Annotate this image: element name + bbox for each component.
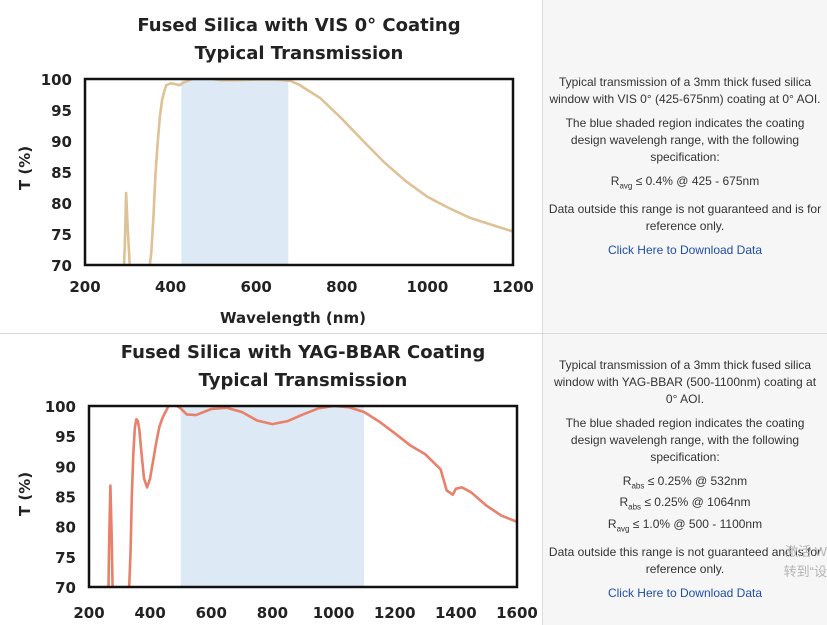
chart-title: Fused Silica with YAG-BBAR Coating [121,342,486,363]
description: Typical transmission of a 3mm thick fuse… [553,357,817,406]
x-tick-label: 1200 [374,604,416,622]
spec-line: Rabs ≤ 0.25% @ 532nm [622,473,748,491]
spec-list: Ravg ≤ 0.4% @ 425 - 675nm [611,173,759,194]
info-panel-vis: Typical transmission of a 3mm thick fuse… [542,0,827,333]
activation-watermark: 激活 W 转到“设 [783,544,827,579]
spec-line: Ravg ≤ 0.4% @ 425 - 675nm [610,173,760,191]
x-tick-label: 1200 [492,278,534,296]
y-tick-label: 100 [45,398,76,416]
y-tick-label: 75 [55,549,76,567]
x-tick-label: 400 [134,604,165,622]
x-tick-label: 1400 [435,604,477,622]
chart-row-vis: Fused Silica with VIS 0° Coating Typical… [0,0,827,333]
x-tick-label: 800 [326,278,357,296]
transmission-series-line [107,406,517,587]
plot-frame [87,404,519,589]
design-range-shading [181,79,289,265]
chart-cell-vis: Fused Silica with VIS 0° Coating Typical… [0,0,542,333]
chart-row-yag: Fused Silica with YAG-BBAR Coating Typic… [0,333,827,625]
x-tick-label: 600 [241,278,272,296]
x-axis-label: Wavelength (nm) [220,309,366,327]
design-range-shading [180,406,365,587]
y-tick-label: 70 [51,257,72,275]
y-tick-label: 70 [55,579,76,597]
y-tick-label: 95 [55,428,76,446]
spec-line: Ravg ≤ 1.0% @ 500 - 1100nm [607,516,763,534]
y-tick-label: 95 [51,102,72,120]
y-tick-label: 90 [55,458,76,476]
info-panel-yag: Typical transmission of a 3mm thick fuse… [542,334,827,625]
chart-subtitle: Typical Transmission [199,370,408,391]
x-tick-label: 1600 [496,604,538,622]
download-data-link[interactable]: Click Here to Download Data [607,243,763,258]
shading-note: The blue shaded region indicates the coa… [565,415,805,464]
y-tick-label: 85 [55,489,76,507]
y-tick-label: 85 [51,164,72,182]
chart-subtitle: Typical Transmission [195,43,404,64]
x-tick-label: 400 [155,278,186,296]
y-tick-label: 90 [51,133,72,151]
x-tick-label: 800 [257,604,288,622]
x-tick-label: 1000 [313,604,355,622]
shading-note: The blue shaded region indicates the coa… [565,115,805,164]
disclaimer: Data outside this range is not guarantee… [548,202,822,234]
x-tick-label: 600 [196,604,227,622]
plot-frame [83,77,515,267]
x-tick-label: 1000 [407,278,449,296]
chart-cell-yag: Fused Silica with YAG-BBAR Coating Typic… [0,334,542,625]
y-tick-label: 100 [41,71,72,89]
y-tick-label: 80 [55,519,76,537]
download-data-link[interactable]: Click Here to Download Data [607,586,763,601]
y-tick-label: 75 [51,226,72,244]
chart-vis-transmission: Fused Silica with VIS 0° Coating Typical… [16,15,534,327]
transmission-series-line [122,79,513,265]
x-tick-label: 200 [69,278,100,296]
x-tick-label: 200 [73,604,104,622]
disclaimer: Data outside this range is not guarantee… [548,545,822,577]
y-axis-label: T (%) [16,472,34,516]
chart-title: Fused Silica with VIS 0° Coating [137,15,460,36]
spec-line: Rabs ≤ 0.25% @ 1064nm [619,495,751,512]
chart-yag-transmission: Fused Silica with YAG-BBAR Coating Typic… [16,342,538,622]
description: Typical transmission of a 3mm thick fuse… [549,74,821,106]
y-axis-label: T (%) [16,146,34,190]
y-tick-label: 80 [51,195,72,213]
spec-list: Rabs ≤ 0.25% @ 532nm Rabs ≤ 0.25% @ 1064n… [608,473,762,537]
